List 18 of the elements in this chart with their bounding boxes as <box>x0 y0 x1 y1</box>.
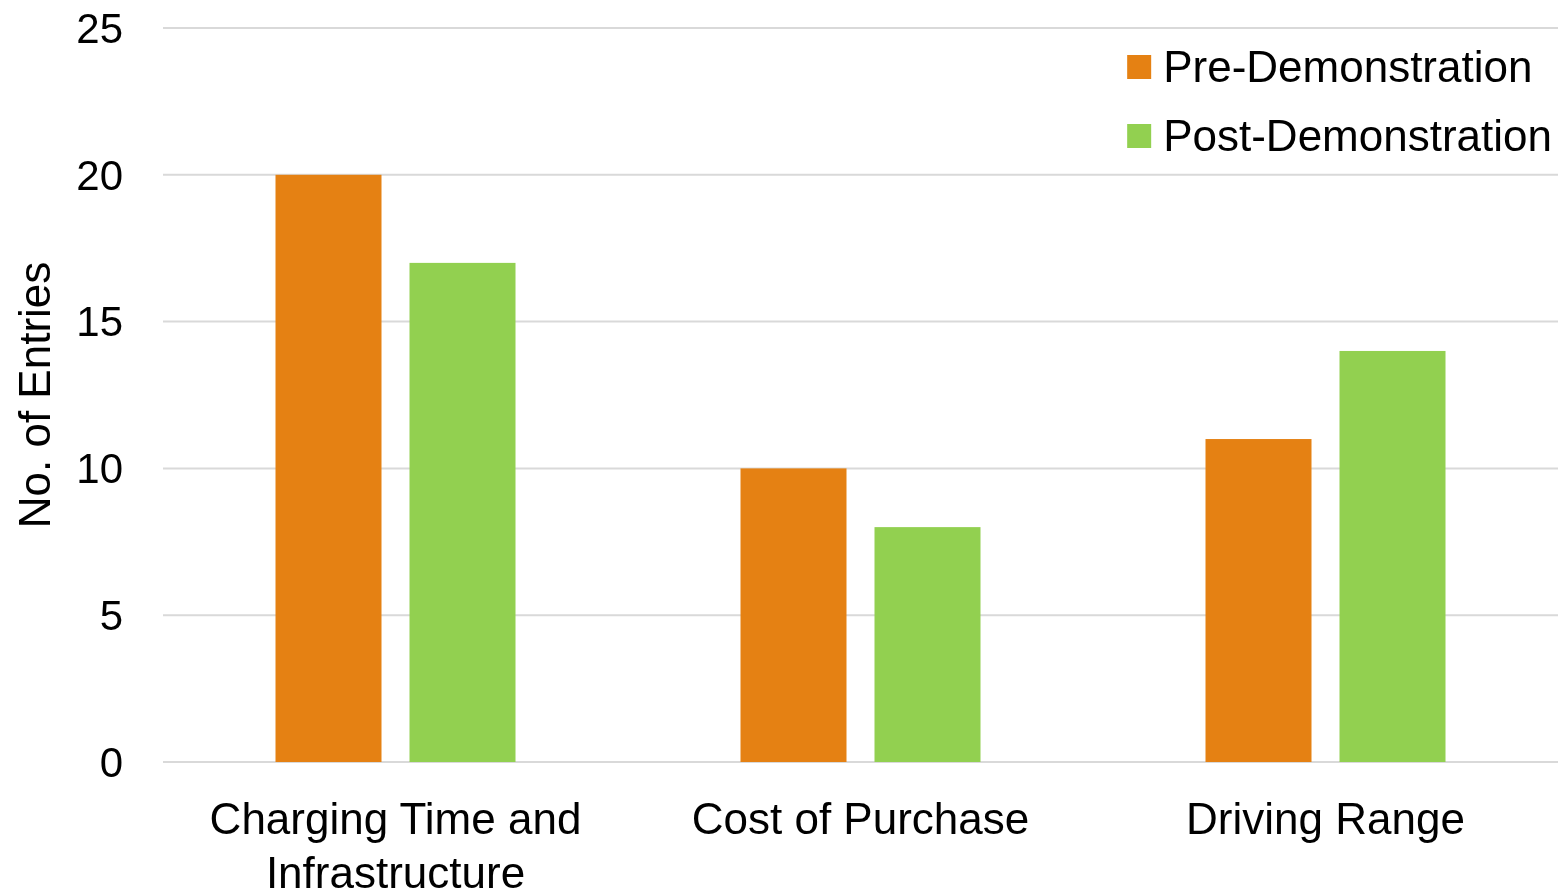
legend-label: Pre-Demonstration <box>1163 42 1533 92</box>
x-tick-label: Charging Time and Infrastructure <box>209 794 582 892</box>
bar <box>740 468 847 762</box>
y-axis-title: No. of Entries <box>10 261 59 529</box>
x-tick-label: Driving Range <box>1186 794 1465 843</box>
bar <box>409 262 516 762</box>
y-tick-label: 10 <box>76 445 123 493</box>
bar <box>1205 439 1312 762</box>
y-tick-label: 25 <box>76 4 123 52</box>
legend-label: Post-Demonstration <box>1163 111 1552 161</box>
x-tick-label: Cost of Purchase <box>691 794 1030 843</box>
y-tick-label: 5 <box>99 591 123 639</box>
bar <box>1339 350 1446 762</box>
y-tick-label: 0 <box>99 738 123 786</box>
bar <box>874 527 981 762</box>
y-tick-label: 15 <box>76 298 123 346</box>
y-tick-label: 20 <box>76 151 123 199</box>
bar <box>275 174 382 762</box>
